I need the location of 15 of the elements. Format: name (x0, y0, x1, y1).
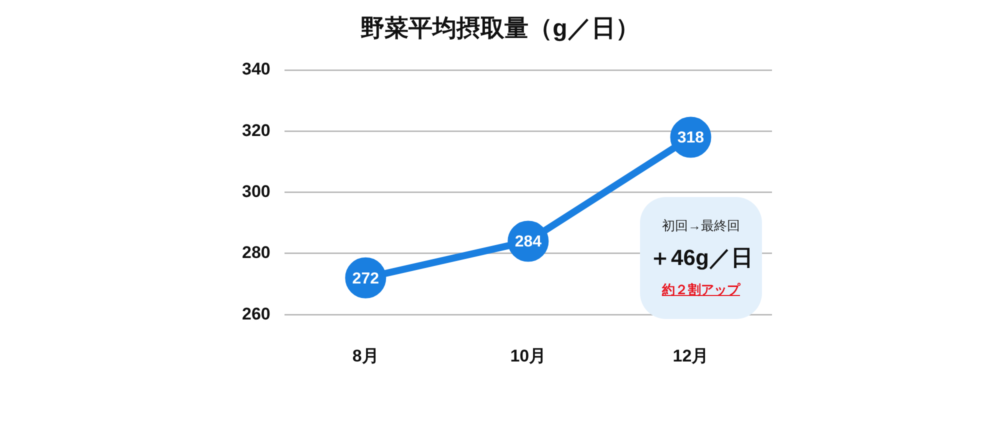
x-tick-label: 12月 (672, 346, 709, 366)
data-label: 284 (514, 234, 542, 251)
x-tick-label: 8月 (352, 346, 379, 366)
y-tick-label: 300 (242, 182, 270, 201)
data-label: 272 (352, 270, 380, 288)
y-tick-label: 320 (242, 120, 270, 140)
data-label: 318 (677, 130, 704, 147)
y-tick-label: 340 (242, 60, 270, 79)
y-tick-label: 260 (242, 304, 270, 324)
annotation: ＋46g／日 (648, 244, 754, 272)
chart-title: 野菜平均摂取量（g／日） (360, 14, 640, 44)
y-tick-label: 280 (242, 243, 270, 262)
annotation: 初回→最終回 (661, 217, 741, 235)
x-tick-label: 10月 (510, 346, 546, 366)
annotation: 約２割アップ (660, 281, 742, 299)
